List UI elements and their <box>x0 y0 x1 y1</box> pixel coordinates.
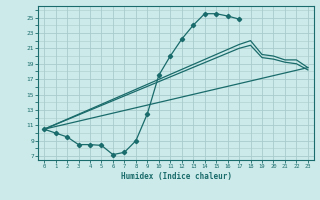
X-axis label: Humidex (Indice chaleur): Humidex (Indice chaleur) <box>121 172 231 181</box>
